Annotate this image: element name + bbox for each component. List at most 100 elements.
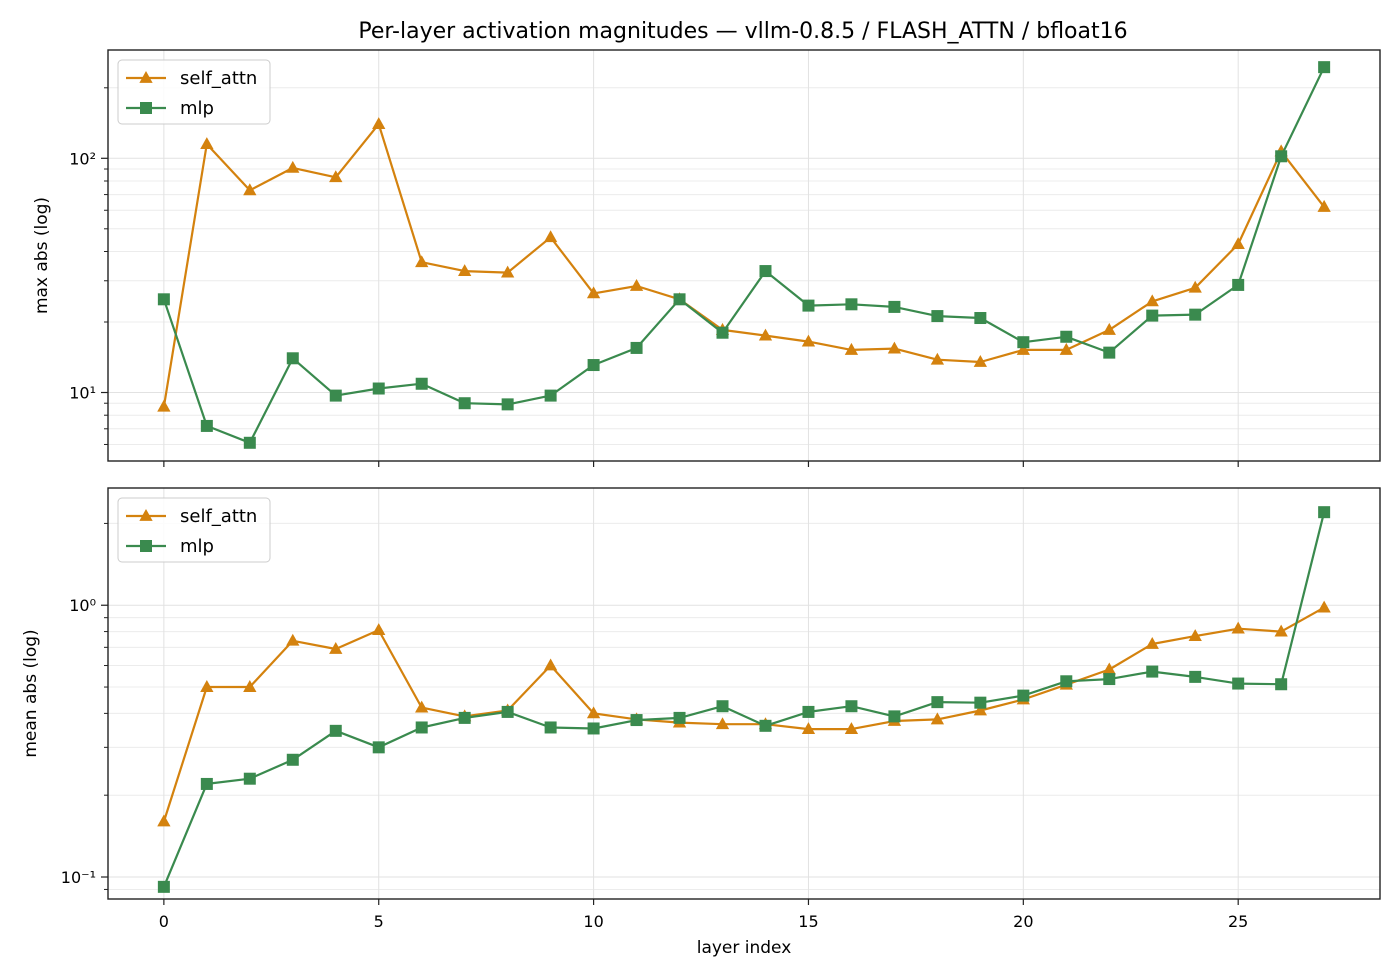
marker-mlp: [974, 696, 987, 709]
marker-mlp: [673, 293, 686, 306]
marker-mlp: [1146, 665, 1159, 678]
marker-self_attn: [286, 633, 300, 646]
marker-self_attn: [157, 399, 171, 412]
marker-mlp: [845, 298, 858, 311]
legend-marker-self_attn: [139, 509, 153, 521]
marker-self_attn: [586, 286, 601, 299]
marker-self_attn: [801, 334, 816, 347]
marker-mlp: [1060, 330, 1073, 343]
marker-self_attn: [415, 700, 429, 713]
marker-mlp: [1189, 670, 1202, 683]
plot-frame: [107, 49, 1381, 462]
marker-mlp: [1103, 346, 1116, 359]
legend-label-self_attn: self_attn: [180, 68, 257, 89]
marker-mlp: [544, 389, 557, 402]
marker-mlp: [243, 772, 256, 785]
marker-mlp: [802, 705, 815, 718]
plot-frame: [107, 487, 1381, 900]
marker-self_attn: [758, 328, 773, 341]
marker-self_attn: [415, 255, 429, 268]
series-line-mlp: [162, 511, 1326, 888]
x-axis-label: layer index: [697, 938, 792, 958]
marker-self_attn: [1317, 600, 1331, 613]
y-tick-label: 10²: [69, 149, 96, 168]
marker-mlp: [501, 398, 514, 411]
marker-self_attn: [1102, 322, 1116, 335]
marker-mlp: [1103, 673, 1116, 686]
marker-mlp: [501, 705, 514, 718]
marker-self_attn: [543, 658, 558, 671]
marker-mlp: [759, 265, 772, 278]
marker-mlp: [888, 710, 901, 723]
marker-self_attn: [586, 706, 601, 719]
marker-mlp: [286, 352, 299, 365]
marker-self_attn: [543, 230, 558, 243]
marker-self_attn: [1145, 294, 1159, 307]
marker-self_attn: [930, 352, 945, 365]
marker-mlp: [1232, 278, 1245, 291]
x-tick-label: 25: [1228, 912, 1248, 931]
marker-mlp: [1318, 61, 1331, 74]
marker-self_attn: [329, 642, 343, 654]
marker-mlp: [630, 341, 643, 354]
marker-self_attn: [973, 354, 988, 367]
marker-mlp: [1017, 689, 1030, 702]
marker-self_attn: [372, 623, 386, 636]
marker-mlp: [1146, 309, 1159, 322]
marker-mlp: [458, 397, 471, 410]
y-tick-label: 10¹: [69, 384, 96, 403]
marker-mlp: [587, 722, 600, 735]
legend-marker-mlp: [140, 540, 152, 552]
marker-self_attn: [629, 278, 644, 291]
marker-mlp: [716, 326, 729, 339]
y-axis-label: mean abs (log): [21, 629, 41, 757]
marker-mlp: [673, 711, 686, 724]
marker-self_attn: [1188, 280, 1202, 293]
marker-mlp: [329, 389, 342, 402]
marker-self_attn: [973, 703, 988, 716]
x-tick-label: 5: [374, 912, 384, 931]
marker-mlp: [200, 777, 213, 790]
marker-mlp: [1275, 150, 1288, 163]
series-line-self_attn: [162, 606, 1325, 822]
mean-abs-panel: 10⁻¹ 10⁰ 0 5 10 15 20 25 mean abs (log) layer ind…: [21, 487, 1381, 958]
marker-mlp: [200, 419, 213, 432]
marker-mlp: [1275, 678, 1288, 691]
y-axis-label: max abs (log): [32, 197, 52, 314]
marker-mlp: [716, 700, 729, 713]
marker-self_attn: [844, 342, 859, 355]
marker-self_attn: [1145, 637, 1159, 649]
marker-self_attn: [1059, 342, 1073, 355]
marker-self_attn: [200, 137, 214, 149]
marker-self_attn: [1317, 199, 1331, 212]
marker-self_attn: [1016, 342, 1030, 355]
marker-mlp: [286, 753, 299, 766]
marker-mlp: [372, 382, 385, 395]
legend-marker-self_attn: [139, 71, 153, 83]
marker-self_attn: [458, 264, 472, 276]
legend-label-self_attn: self_attn: [180, 506, 257, 527]
marker-mlp: [1189, 308, 1202, 321]
marker-self_attn: [930, 712, 945, 725]
legend-label-mlp: mlp: [180, 98, 214, 119]
marker-mlp: [802, 299, 815, 312]
y-tick-label: 10⁻¹: [61, 868, 96, 887]
marker-self_attn: [1102, 662, 1116, 675]
marker-mlp: [931, 310, 944, 323]
marker-self_attn: [372, 117, 386, 129]
marker-mlp: [1060, 675, 1073, 688]
marker-self_attn: [157, 814, 171, 827]
marker-mlp: [845, 700, 858, 713]
x-tick-label: 20: [1013, 912, 1033, 931]
marker-mlp: [329, 724, 342, 737]
x-tick-label: 0: [159, 912, 169, 931]
marker-self_attn: [1274, 624, 1288, 637]
marker-mlp: [157, 880, 170, 893]
marker-mlp: [630, 714, 643, 727]
marker-self_attn: [500, 265, 515, 278]
marker-self_attn: [286, 160, 300, 173]
marker-self_attn: [801, 722, 816, 735]
marker-mlp: [1318, 506, 1331, 519]
marker-mlp: [587, 359, 600, 372]
